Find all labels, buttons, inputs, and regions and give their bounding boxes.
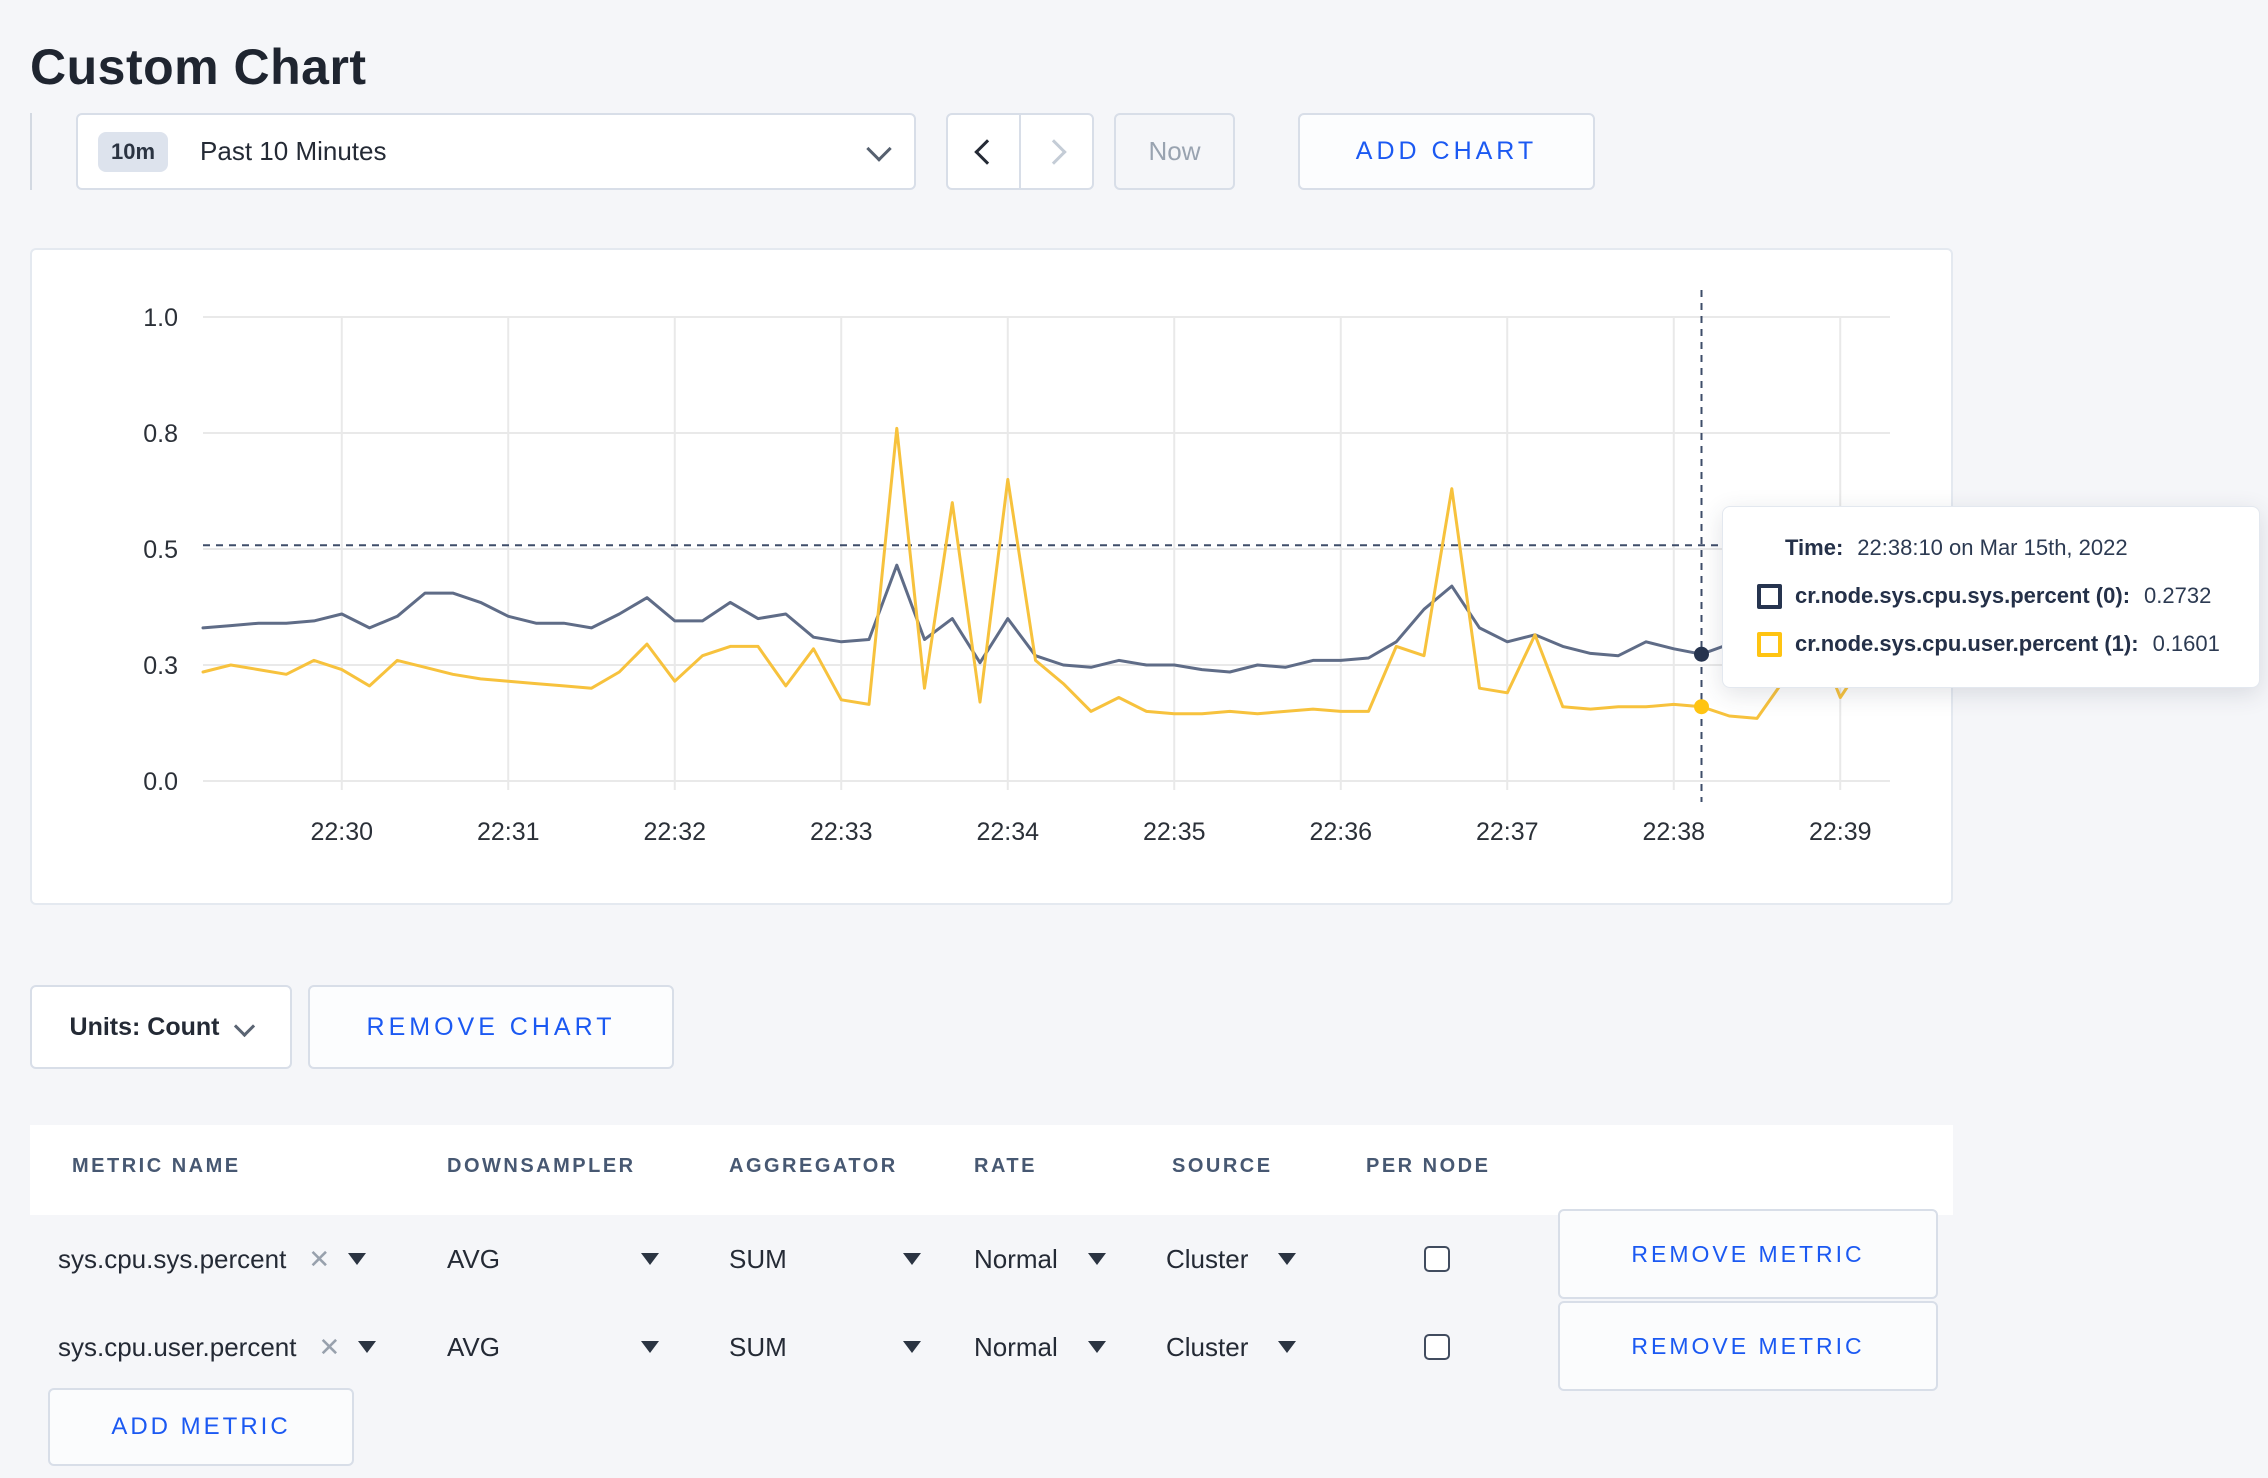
tooltip-time-value: 22:38:10 on Mar 15th, 2022 [1857, 535, 2128, 560]
metrics-table: METRIC NAME DOWNSAMPLER AGGREGATOR RATE … [30, 1125, 1953, 1478]
add-metric-button[interactable]: ADD METRIC [48, 1388, 354, 1466]
y-tick-label: 0.0 [143, 768, 178, 796]
rate-value: Normal [974, 1243, 1058, 1274]
metric-name-value: sys.cpu.user.percent [58, 1331, 297, 1362]
tooltip-series-value: 0.1601 [2152, 631, 2220, 656]
metrics-table-header: METRIC NAME DOWNSAMPLER AGGREGATOR RATE … [30, 1125, 1953, 1215]
clear-metric-icon[interactable]: ✕ [318, 1331, 341, 1362]
toolbar-divider [30, 113, 32, 190]
caret-down-icon [358, 1341, 377, 1353]
page-title: Custom Chart [30, 38, 367, 95]
downsampler-value: AVG [447, 1243, 500, 1274]
add-chart-button[interactable]: ADD CHART [1298, 113, 1595, 190]
column-header-metric-name: METRIC NAME [72, 1155, 241, 1177]
units-dropdown[interactable]: Units: Count [30, 985, 292, 1069]
units-label: Units: Count [69, 1012, 220, 1041]
x-tick-label: 22:37 [1476, 818, 1539, 846]
aggregator-value: SUM [729, 1331, 787, 1362]
x-tick-label: 22:36 [1309, 818, 1372, 846]
caret-down-icon [1088, 1253, 1106, 1265]
aggregator-value: SUM [729, 1243, 787, 1274]
metric-name-value: sys.cpu.sys.percent [58, 1243, 287, 1274]
downsampler-select[interactable]: AVG [447, 1215, 659, 1303]
column-header-rate: RATE [974, 1155, 1037, 1177]
caret-down-icon [641, 1341, 659, 1353]
y-tick-label: 0.5 [143, 536, 178, 564]
tooltip-series-value: 0.2732 [2144, 583, 2212, 608]
y-tick-label: 0.3 [143, 652, 178, 680]
next-timespan-button[interactable] [1021, 115, 1092, 188]
tooltip-series-row: cr.node.sys.cpu.user.percent (1): 0.1601 [1757, 631, 2229, 657]
source-select[interactable]: Cluster [1166, 1215, 1296, 1303]
tooltip-series-label: cr.node.sys.cpu.user.percent (1): [1795, 631, 2139, 656]
chevron-left-icon [973, 138, 1000, 165]
x-tick-label: 22:32 [643, 818, 706, 846]
chevron-down-icon [866, 135, 892, 162]
user-series-swatch-icon [1757, 631, 1782, 657]
source-value: Cluster [1166, 1243, 1249, 1274]
aggregator-select[interactable]: SUM [729, 1303, 921, 1391]
previous-timespan-button[interactable] [948, 115, 1021, 188]
column-header-source: SOURCE [1172, 1155, 1273, 1177]
source-select[interactable]: Cluster [1166, 1303, 1296, 1391]
y-tick-label: 0.8 [143, 420, 178, 448]
remove-metric-button[interactable]: REMOVE METRIC [1558, 1209, 1938, 1299]
per-node-checkbox[interactable] [1424, 1246, 1450, 1272]
column-header-downsampler: DOWNSAMPLER [447, 1155, 636, 1177]
caret-down-icon [903, 1253, 921, 1265]
caret-down-icon [348, 1253, 367, 1265]
source-value: Cluster [1166, 1331, 1249, 1362]
y-tick-label: 1.0 [143, 304, 178, 332]
time-range-dropdown[interactable]: 10m Past 10 Minutes [76, 113, 916, 190]
x-tick-label: 22:31 [477, 818, 540, 846]
crosshair-dot [1694, 699, 1709, 715]
aggregator-select[interactable]: SUM [729, 1215, 921, 1303]
tooltip-time-row: Time: 22:38:10 on Mar 15th, 2022 [1757, 535, 2229, 561]
caret-down-icon [903, 1341, 921, 1353]
tooltip-series-label: cr.node.sys.cpu.sys.percent (0): [1795, 583, 2131, 608]
caret-down-icon [1088, 1341, 1106, 1353]
time-window-label: Past 10 Minutes [200, 136, 387, 166]
sys-series-swatch-icon [1757, 583, 1782, 609]
series-line-cr.node.sys.cpu.user.percent [201, 426, 1870, 720]
chart-card: 0.0 0.3 0.5 0.8 1.0 22:30 22:31 22:32 22:33 22:34… [30, 248, 1953, 905]
per-node-checkbox[interactable] [1424, 1334, 1450, 1360]
cpu-chart-svg[interactable]: 0.0 0.3 0.5 0.8 1.0 22:30 22:31 22:32 22:33 22:34… [32, 250, 1955, 907]
per-node-cell [1424, 1303, 1450, 1391]
crosshair-dot [1694, 646, 1709, 662]
metric-name-select[interactable]: sys.cpu.sys.percent ✕ [58, 1215, 367, 1303]
x-tick-label: 22:38 [1642, 818, 1705, 846]
column-header-per-node: PER NODE [1366, 1155, 1491, 1177]
downsampler-select[interactable]: AVG [447, 1303, 659, 1391]
rate-select[interactable]: Normal [974, 1303, 1106, 1391]
tooltip-series-row: cr.node.sys.cpu.sys.percent (0): 0.2732 [1757, 583, 2229, 609]
now-button[interactable]: Now [1114, 113, 1235, 190]
rate-value: Normal [974, 1331, 1058, 1362]
caret-down-icon [1278, 1341, 1296, 1353]
remove-metric-button[interactable]: REMOVE METRIC [1558, 1301, 1938, 1391]
x-tick-label: 22:33 [810, 818, 873, 846]
metric-row: sys.cpu.sys.percent ✕ AVG SUM Normal Clu… [30, 1209, 1953, 1303]
remove-chart-button[interactable]: REMOVE CHART [308, 985, 674, 1069]
per-node-cell [1424, 1215, 1450, 1303]
time-window-badge: 10m [98, 131, 169, 172]
metric-row: sys.cpu.user.percent ✕ AVG SUM Normal Cl… [30, 1301, 1953, 1391]
chart-tooltip: Time: 22:38:10 on Mar 15th, 2022 cr.node… [1722, 506, 2260, 688]
x-tick-label: 22:35 [1143, 818, 1206, 846]
x-tick-label: 22:30 [310, 818, 373, 846]
downsampler-value: AVG [447, 1331, 500, 1362]
chevron-right-icon [1040, 138, 1067, 165]
caret-down-icon [641, 1253, 659, 1265]
x-tick-label: 22:39 [1809, 818, 1872, 846]
tooltip-time-label: Time: [1785, 535, 1844, 560]
column-header-aggregator: AGGREGATOR [729, 1155, 898, 1177]
metric-name-select[interactable]: sys.cpu.user.percent ✕ [58, 1303, 377, 1391]
clear-metric-icon[interactable]: ✕ [308, 1243, 331, 1274]
chevron-down-icon [234, 1015, 256, 1037]
caret-down-icon [1278, 1253, 1296, 1265]
rate-select[interactable]: Normal [974, 1215, 1106, 1303]
time-pager [946, 113, 1094, 190]
x-tick-label: 22:34 [976, 818, 1039, 846]
